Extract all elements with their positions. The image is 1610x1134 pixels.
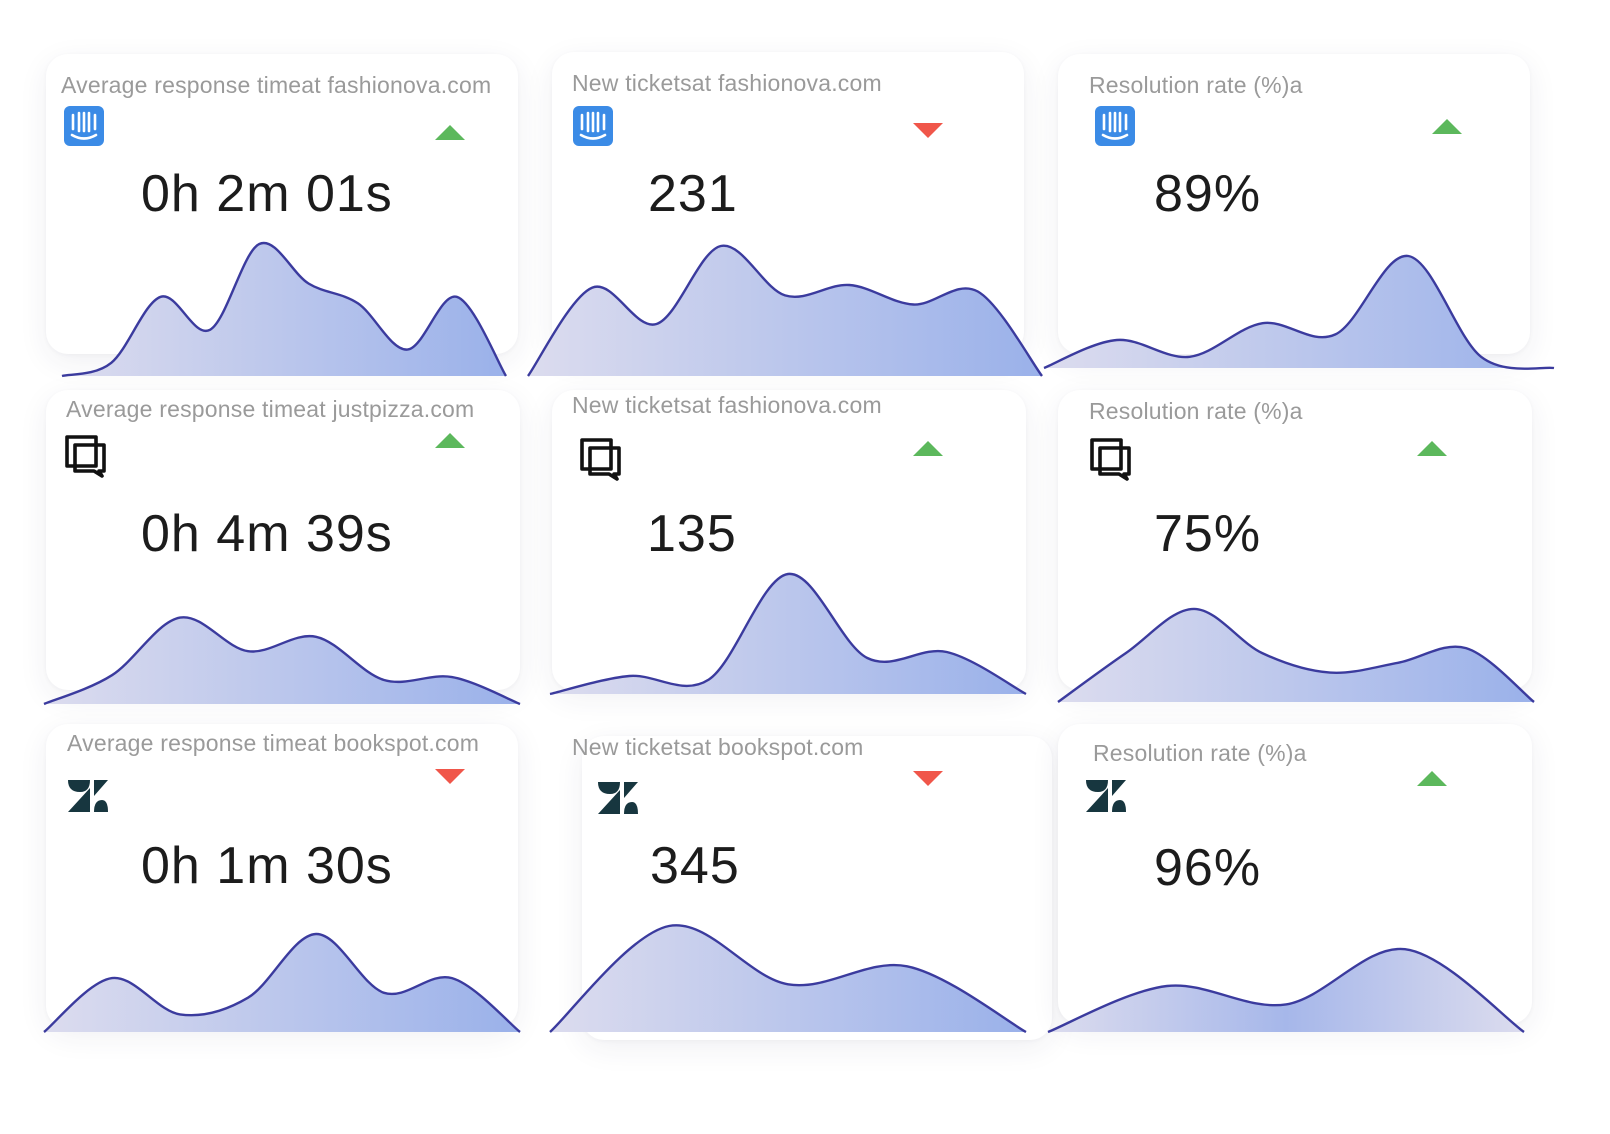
metric-card[interactable]: Average response timeat justpizza.com 0h…	[46, 390, 520, 690]
metric-value: 231	[648, 165, 738, 223]
card-title: Resolution rate (%)a	[1089, 72, 1303, 98]
metric-card[interactable]: Resolution rate (%)a 89%	[1058, 54, 1530, 354]
card-title: New ticketsat fashionova.com	[572, 70, 882, 96]
metric-card[interactable]: New ticketsat fashionova.com 231	[552, 52, 1024, 354]
metric-card[interactable]: Resolution rate (%)a 96%	[1058, 724, 1532, 1024]
trend-up-icon	[1415, 768, 1449, 788]
chat-copy-icon	[1089, 437, 1133, 481]
intercom-icon	[571, 104, 615, 148]
card-title: New ticketsat bookspot.com	[572, 734, 864, 760]
card-title: Average response timeat fashionova.com	[61, 72, 492, 98]
metric-value: 89%	[1154, 165, 1262, 223]
trend-up-icon	[433, 122, 467, 142]
metric-value: 135	[647, 505, 737, 563]
trend-up-icon	[1430, 116, 1464, 136]
metric-card[interactable]: New ticketsat bookspot.com 345	[572, 734, 1052, 1040]
metric-card[interactable]: New ticketsat fashionova.com 135	[552, 390, 1026, 690]
metric-value: 0h 4m 39s	[141, 505, 393, 563]
card-title: Resolution rate (%)a	[1089, 398, 1303, 424]
card-title: Average response timeat justpizza.com	[66, 396, 475, 422]
metric-value: 96%	[1154, 839, 1262, 897]
trend-down-icon	[433, 766, 467, 786]
metric-value: 0h 2m 01s	[141, 165, 393, 223]
chat-copy-icon	[579, 437, 623, 481]
metric-card[interactable]: Average response timeat fashionova.com 0…	[46, 54, 518, 354]
trend-down-icon	[911, 768, 945, 788]
trend-up-icon	[433, 430, 467, 450]
card-title: Average response timeat bookspot.com	[67, 730, 480, 756]
trend-down-icon	[911, 120, 945, 140]
card-title: Resolution rate (%)a	[1093, 740, 1307, 766]
zendesk-icon	[1084, 774, 1128, 818]
intercom-icon	[62, 104, 106, 148]
intercom-icon	[1093, 104, 1137, 148]
metric-value: 0h 1m 30s	[141, 837, 393, 895]
zendesk-icon	[596, 776, 640, 820]
metric-card[interactable]: Resolution rate (%)a 75%	[1058, 390, 1532, 690]
chat-copy-icon	[64, 434, 108, 478]
zendesk-icon	[66, 774, 110, 818]
metric-value: 75%	[1154, 505, 1262, 563]
metric-value: 345	[650, 837, 740, 895]
card-title: New ticketsat fashionova.com	[572, 392, 882, 418]
trend-up-icon	[911, 438, 945, 458]
trend-up-icon	[1415, 438, 1449, 458]
metric-card[interactable]: Average response timeat bookspot.com 0h …	[46, 724, 518, 1028]
